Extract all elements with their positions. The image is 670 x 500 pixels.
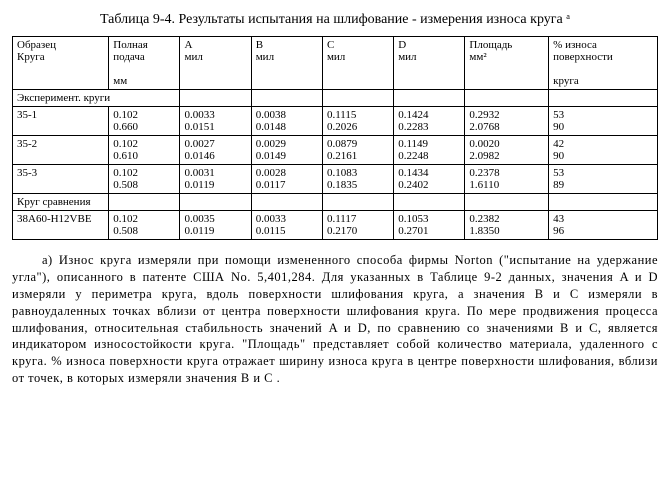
cell-val: 0.0020: [469, 138, 544, 150]
cell-val: 0.2932: [469, 109, 544, 121]
cell-val: 0.102: [113, 167, 175, 179]
cell-val: 0.0117: [256, 179, 318, 191]
cell-id: 38A60-H12VBE: [13, 211, 109, 240]
cell-val: 96: [553, 225, 653, 237]
hdr-a-1: A: [184, 39, 246, 51]
cell-id: 35-2: [13, 136, 109, 165]
hdr-c-2: мил: [327, 51, 389, 63]
cell-val: 0.0031: [184, 167, 246, 179]
cell-val: 0.0033: [256, 213, 318, 225]
cell-val: 0.2026: [327, 121, 389, 133]
footnote: a) Износ круга измеряли при помощи измен…: [12, 252, 658, 387]
cell-val: 0.102: [113, 213, 175, 225]
hdr-wear-3: круга: [553, 75, 653, 87]
hdr-a-2: мил: [184, 51, 246, 63]
cell-val: 0.0149: [256, 150, 318, 162]
cell-val: 0.1115: [327, 109, 389, 121]
cell-val: 0.0879: [327, 138, 389, 150]
cell-val: 0.0027: [184, 138, 246, 150]
hdr-area-1: Площадь: [469, 39, 544, 51]
cell-val: 0.2378: [469, 167, 544, 179]
cell-val: 0.2402: [398, 179, 460, 191]
cell-val: 1.6110: [469, 179, 544, 191]
cell-val: 0.0035: [184, 213, 246, 225]
cell-val: 0.0029: [256, 138, 318, 150]
section-row-compare: Круг сравнения: [13, 194, 658, 211]
cell-val: 0.2170: [327, 225, 389, 237]
hdr-d-1: D: [398, 39, 460, 51]
hdr-sample-2: Круга: [17, 51, 104, 63]
section-experiment-label: Эксперимент. круги: [13, 90, 180, 107]
hdr-wear-2: поверхности: [553, 51, 653, 63]
data-table: Образец Круга Полная подача мм A мил B м…: [12, 36, 658, 240]
cell-val: 0.1835: [327, 179, 389, 191]
table-row: 35-2 0.1020.610 0.00270.0146 0.00290.014…: [13, 136, 658, 165]
cell-val: 0.660: [113, 121, 175, 133]
cell-val: 0.0028: [256, 167, 318, 179]
hdr-area-2: мм²: [469, 51, 544, 63]
cell-val: 0.1424: [398, 109, 460, 121]
cell-val: 0.2701: [398, 225, 460, 237]
cell-val: 90: [553, 121, 653, 133]
cell-val: 0.2382: [469, 213, 544, 225]
cell-val: 0.0038: [256, 109, 318, 121]
cell-val: 0.1083: [327, 167, 389, 179]
table-row: 35-1 0.1020.660 0.00330.0151 0.00380.014…: [13, 107, 658, 136]
table-row: 35-3 0.1020.508 0.00310.0119 0.00280.011…: [13, 165, 658, 194]
cell-val: 0.0033: [184, 109, 246, 121]
cell-val: 0.0151: [184, 121, 246, 133]
cell-val: 0.1053: [398, 213, 460, 225]
cell-val: 0.102: [113, 138, 175, 150]
section-compare-label: Круг сравнения: [13, 194, 109, 211]
cell-val: 0.1434: [398, 167, 460, 179]
cell-val: 53: [553, 167, 653, 179]
cell-val: 0.0148: [256, 121, 318, 133]
hdr-wear-1: % износа: [553, 39, 653, 51]
cell-val: 90: [553, 150, 653, 162]
table-row: 38A60-H12VBE 0.1020.508 0.00350.0119 0.0…: [13, 211, 658, 240]
cell-val: 0.508: [113, 179, 175, 191]
cell-val: 0.0115: [256, 225, 318, 237]
cell-val: 2.0982: [469, 150, 544, 162]
header-row: Образец Круга Полная подача мм A мил B м…: [13, 37, 658, 90]
cell-val: 0.2161: [327, 150, 389, 162]
hdr-feed-1: Полная: [113, 39, 175, 51]
hdr-feed-3: мм: [113, 75, 175, 87]
cell-val: 43: [553, 213, 653, 225]
cell-val: 0.2283: [398, 121, 460, 133]
hdr-c-1: C: [327, 39, 389, 51]
cell-id: 35-3: [13, 165, 109, 194]
section-row-experiment: Эксперимент. круги: [13, 90, 658, 107]
cell-val: 0.102: [113, 109, 175, 121]
hdr-b-1: B: [256, 39, 318, 51]
cell-val: 0.0119: [184, 179, 246, 191]
cell-val: 0.2248: [398, 150, 460, 162]
cell-val: 0.610: [113, 150, 175, 162]
cell-val: 2.0768: [469, 121, 544, 133]
cell-val: 42: [553, 138, 653, 150]
hdr-b-2: мил: [256, 51, 318, 63]
cell-val: 1.8350: [469, 225, 544, 237]
table-title: Таблица 9-4. Результаты испытания на шли…: [12, 12, 658, 28]
cell-id: 35-1: [13, 107, 109, 136]
hdr-sample-1: Образец: [17, 39, 104, 51]
hdr-d-2: мил: [398, 51, 460, 63]
cell-val: 0.508: [113, 225, 175, 237]
cell-val: 0.0146: [184, 150, 246, 162]
cell-val: 89: [553, 179, 653, 191]
cell-val: 0.0119: [184, 225, 246, 237]
cell-val: 0.1117: [327, 213, 389, 225]
cell-val: 0.1149: [398, 138, 460, 150]
cell-val: 53: [553, 109, 653, 121]
hdr-feed-2: подача: [113, 51, 175, 63]
